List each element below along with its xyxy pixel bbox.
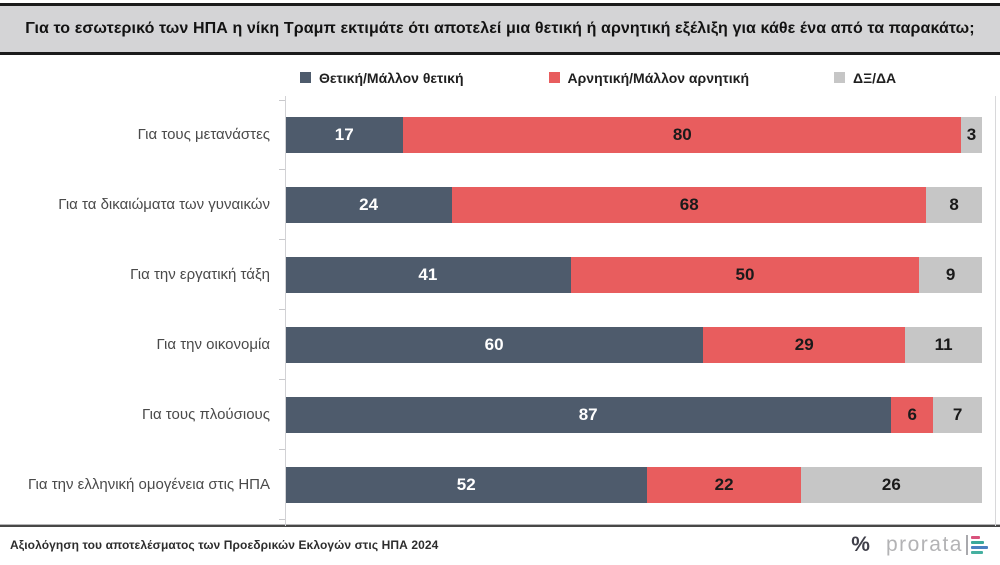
- bar-segment: 3: [961, 117, 982, 153]
- bar-value-label: 80: [672, 125, 692, 144]
- bar-value-label: 8: [949, 195, 959, 214]
- source-note: Αξιολόγηση του αποτελέσματος των Προεδρι…: [10, 537, 439, 552]
- bar-value-label: 52: [456, 475, 476, 494]
- legend-swatch-dontknow: [834, 72, 846, 83]
- bar-value-label: 9: [945, 265, 956, 284]
- category-label: Για τους πλούσιους: [142, 405, 270, 423]
- chart-title-bar: Για το εσωτερικό των ΗΠΑ η νίκη Τραμπ εκ…: [0, 3, 1000, 55]
- brand-name: prorata: [885, 533, 963, 556]
- page-title: Για το εσωτερικό των ΗΠΑ η νίκη Τραμπ εκ…: [25, 20, 975, 37]
- axis-tick: [279, 379, 285, 380]
- legend-label-positive: Θετική/Μάλλον θετική: [319, 69, 464, 86]
- category-label: Για την οικονομία: [156, 335, 270, 353]
- bar-value-label: 60: [484, 335, 504, 354]
- bar-segment: 87: [285, 397, 892, 433]
- bar-segment: 29: [703, 327, 906, 363]
- bar-segment: 50: [570, 257, 920, 293]
- bar-value-label: 41: [418, 265, 438, 284]
- bar-segment: 8: [926, 187, 982, 223]
- prorata-logo-icon: [966, 534, 988, 555]
- legend-item-negative: Αρνητική/Μάλλον αρνητική: [548, 69, 750, 86]
- bar-value-label: 11: [934, 335, 953, 354]
- bar-segment: 17: [285, 117, 404, 153]
- axis-tick: [279, 100, 285, 101]
- bar-track: 60 29 11: [285, 327, 982, 363]
- plot-right-edge-line: [995, 96, 996, 526]
- legend-label-dontknow: ΔΞ/ΔΑ: [853, 69, 897, 86]
- axis-tick: [279, 239, 285, 240]
- axis-tick: [279, 309, 285, 310]
- bar-segment: 24: [285, 187, 453, 223]
- bar-track: 24 68 8: [285, 187, 982, 223]
- percent-icon: %: [851, 532, 870, 556]
- chart-row: Για την ελληνική ομογένεια στις ΗΠΑ 52 22 2…: [0, 450, 1000, 520]
- chart-row: Για την οικονομία 60 29 11: [0, 310, 1000, 380]
- bar-segment: 11: [905, 327, 982, 363]
- bar-value-label: 29: [794, 335, 814, 354]
- bar-segment: 6: [891, 397, 934, 433]
- legend-item-dontknow: ΔΞ/ΔΑ: [834, 70, 896, 86]
- axis-tick: [279, 519, 285, 520]
- bar-value-label: 50: [735, 265, 755, 284]
- bar-value-label: 26: [881, 475, 901, 494]
- bar-segment: 52: [285, 467, 648, 503]
- chart-row: Για την εργατική τάξη 41 50 9: [0, 240, 1000, 310]
- chart-row: Για τους πλούσιους 87 6 7: [0, 380, 1000, 450]
- prorata-brand: % prorata: [851, 533, 988, 557]
- bar-value-label: 22: [714, 475, 734, 494]
- bar-segment: 9: [919, 257, 982, 293]
- footer: Αξιολόγηση του αποτελέσματος των Προεδρι…: [0, 525, 1000, 562]
- axis-tick: [279, 449, 285, 450]
- legend-swatch-positive: [300, 72, 311, 83]
- chart-row: Για τους μετανάστες 17 80 3: [0, 100, 1000, 170]
- bar-segment: 60: [285, 327, 704, 363]
- bar-segment: 7: [933, 397, 982, 433]
- bar-segment: 41: [285, 257, 571, 293]
- legend: Θετική/Μάλλον θετική Αρνητική/Μάλλον αρν…: [0, 55, 1000, 100]
- bar-value-label: 7: [952, 405, 963, 424]
- bar-track: 17 80 3: [285, 117, 982, 153]
- chart-row: Για τα δικαιώματα των γυναικών 24 68 8: [0, 170, 1000, 240]
- category-axis-line: [285, 96, 286, 526]
- bar-value-label: 24: [359, 195, 379, 214]
- bar-segment: 80: [403, 117, 962, 153]
- category-label: Για την εργατική τάξη: [130, 265, 270, 283]
- legend-swatch-negative: [548, 72, 560, 83]
- category-label: Για τους μετανάστες: [137, 125, 270, 143]
- bar-track: 87 6 7: [285, 397, 982, 433]
- legend-label-negative: Αρνητική/Μάλλον αρνητική: [567, 69, 750, 86]
- bar-segment: 22: [647, 467, 801, 503]
- bar-value-label: 3: [966, 125, 977, 144]
- footer-divider: [0, 524, 1000, 525]
- bar-value-label: 6: [907, 405, 918, 424]
- bar-segment: 26: [800, 467, 982, 503]
- bar-track: 52 22 26: [285, 467, 982, 503]
- axis-tick: [279, 169, 285, 170]
- category-label: Για την ελληνική ομογένεια στις ΗΠΑ: [27, 475, 270, 493]
- bar-value-label: 87: [578, 405, 598, 424]
- bar-segment: 68: [452, 187, 927, 223]
- legend-item-positive: Θετική/Μάλλον θετική: [300, 70, 464, 86]
- bar-value-label: 68: [679, 195, 699, 214]
- bar-track: 41 50 9: [285, 257, 982, 293]
- stacked-bar-chart: Για τους μετανάστες 17 80 3 Για τα δικαιώματ…: [0, 96, 1000, 526]
- bar-value-label: 17: [334, 125, 354, 144]
- category-label: Για τα δικαιώματα των γυναικών: [58, 195, 270, 213]
